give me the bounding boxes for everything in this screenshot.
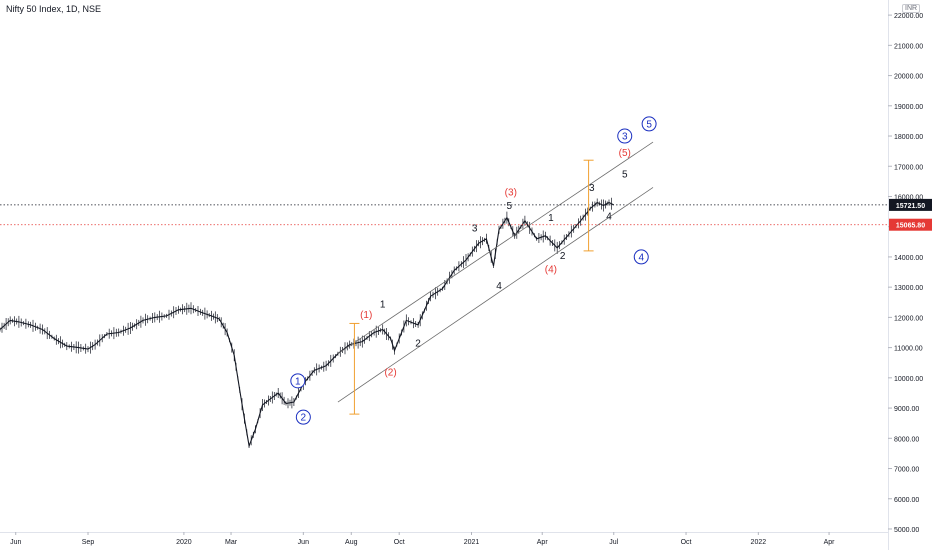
wave-label[interactable]: 2 [415, 339, 421, 350]
wave-label[interactable]: (4) [545, 265, 557, 276]
y-tick-label: 5000.00 [894, 527, 919, 534]
price-label: 15721.50 [896, 203, 925, 210]
x-tick-label: Jun [10, 539, 21, 546]
x-tick-label: Jul [609, 539, 618, 546]
y-tick-label: 6000.00 [894, 497, 919, 504]
y-tick-label: 14000.00 [894, 255, 923, 262]
wave-label[interactable]: (2) [384, 367, 396, 378]
y-tick-label: 10000.00 [894, 376, 923, 383]
drawings-layer: 15721.50 15065.80 [0, 141, 932, 415]
channel-line[interactable] [337, 141, 654, 354]
x-tick-label: Jun [298, 539, 309, 546]
x-tick-label: 2022 [751, 539, 767, 546]
y-tick-label: 22000.00 [894, 13, 923, 20]
x-tick-label: 2020 [176, 539, 192, 546]
currency-badge[interactable]: INR [902, 4, 921, 13]
y-tick-label: 8000.00 [894, 436, 919, 443]
y-tick-label: 21000.00 [894, 43, 923, 50]
chart-title: Nifty 50 Index, 1D, NSE [6, 4, 102, 14]
x-tick-label: Oct [681, 539, 692, 546]
wave-label[interactable]: 2 [301, 413, 307, 424]
y-tick-label: 11000.00 [894, 346, 923, 353]
x-tick-label: Sep [82, 539, 95, 546]
price-label: 15065.80 [896, 223, 925, 230]
wave-label[interactable]: (1) [360, 310, 372, 321]
x-tick-label: Oct [394, 539, 405, 546]
x-tick-label: Mar [225, 539, 238, 546]
y-tick-label: 17000.00 [894, 164, 923, 171]
wave-circle[interactable] [617, 128, 633, 144]
price-label-bg [889, 198, 932, 211]
y-tick-label: 9000.00 [894, 406, 919, 413]
wave-label[interactable]: 1 [380, 299, 386, 310]
wave-label[interactable]: 3 [589, 183, 595, 194]
y-tick-label: 12000.00 [894, 315, 923, 322]
wave-label[interactable]: 5 [506, 201, 512, 212]
wave-label[interactable]: (3) [505, 187, 517, 198]
wave-label[interactable]: 5 [646, 119, 652, 130]
wave-label[interactable]: 3 [622, 132, 628, 143]
x-tick-label: 2021 [464, 539, 480, 546]
y-tick-label: 7000.00 [894, 467, 919, 474]
price-series-line [0, 201, 614, 448]
wave-circle[interactable] [641, 116, 657, 132]
y-tick-label: 19000.00 [894, 104, 923, 111]
y-tick-label: 20000.00 [894, 74, 923, 81]
y-tick-label: 16000.00 [894, 194, 923, 201]
x-tick-label: Aug [345, 539, 358, 546]
wave-label[interactable]: 5 [622, 169, 628, 180]
price-label-bg [889, 218, 932, 231]
wave-label[interactable]: 1 [548, 213, 554, 224]
wave-label[interactable]: 3 [472, 224, 478, 235]
wave-label[interactable]: 4 [638, 252, 644, 263]
wave-label[interactable]: 4 [606, 212, 612, 223]
wave-label[interactable]: 2 [560, 251, 566, 262]
x-tick-label: Apr [537, 539, 549, 546]
plot-layer [0, 197, 614, 448]
wave-circle[interactable] [295, 409, 311, 425]
channel-line[interactable] [337, 187, 654, 403]
x-tick-label: Apr [824, 539, 836, 546]
wave-label[interactable]: 4 [496, 281, 502, 292]
wave-circle[interactable] [290, 373, 306, 389]
y-tick-label: 18000.00 [894, 134, 923, 141]
wave-circle[interactable] [633, 249, 649, 265]
wave-label[interactable]: 1 [295, 376, 301, 387]
y-tick-label: 13000.00 [894, 285, 923, 292]
wave-label[interactable]: (5) [619, 148, 631, 159]
